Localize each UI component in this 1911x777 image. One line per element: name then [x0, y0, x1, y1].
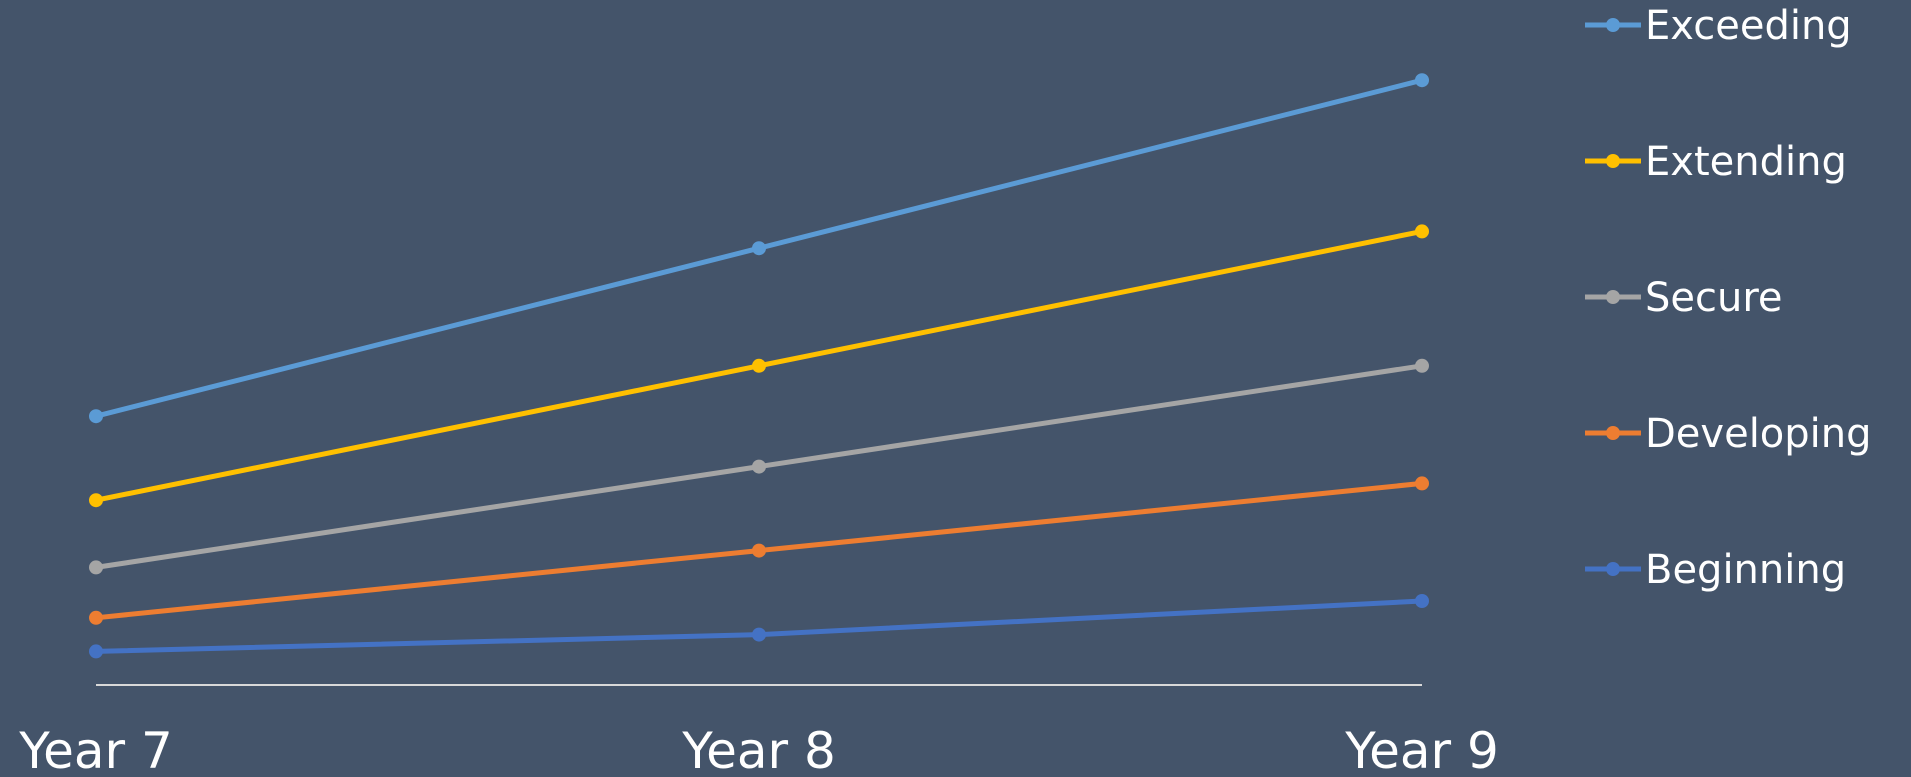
data-point-secure-2 — [1415, 358, 1429, 373]
data-point-extending-2 — [1415, 224, 1429, 239]
legend-label: Secure — [1645, 275, 1783, 321]
data-point-secure-0 — [89, 560, 103, 575]
legend-entry-exceeding: Exceeding — [1585, 3, 1852, 49]
data-point-secure-1 — [752, 459, 766, 474]
series-beginning — [89, 594, 1429, 659]
series-exceeding — [89, 73, 1429, 424]
legend-label: Beginning — [1645, 547, 1846, 593]
series-secure — [89, 358, 1429, 575]
x-tick-label: Year 8 — [681, 722, 836, 777]
legend-swatch-marker — [1606, 290, 1620, 304]
data-point-exceeding-1 — [752, 241, 766, 256]
legend-entry-secure: Secure — [1585, 275, 1783, 321]
legend-swatch-marker — [1606, 18, 1620, 32]
data-point-exceeding-2 — [1415, 73, 1429, 88]
legend-label: Exceeding — [1645, 3, 1852, 49]
legend: Exceeding Extending Secure Developing Beginn… — [1585, 3, 1872, 593]
series-extending — [89, 224, 1429, 508]
data-point-developing-2 — [1415, 476, 1429, 491]
data-point-extending-0 — [89, 493, 103, 508]
legend-swatch-marker — [1606, 562, 1620, 576]
legend-swatch-marker — [1606, 426, 1620, 440]
x-tick-label: Year 9 — [1344, 722, 1499, 777]
legend-entry-beginning: Beginning — [1585, 547, 1846, 593]
legend-swatch-marker — [1606, 154, 1620, 168]
series-layer — [89, 73, 1429, 659]
legend-entry-extending: Extending — [1585, 139, 1847, 185]
data-point-developing-0 — [89, 610, 103, 625]
data-point-developing-1 — [752, 543, 766, 558]
x-tick-labels: Year 7 Year 8 Year 9 — [18, 722, 1499, 777]
data-point-extending-1 — [752, 358, 766, 373]
data-point-beginning-2 — [1415, 594, 1429, 608]
data-point-exceeding-0 — [89, 409, 103, 424]
legend-label: Extending — [1645, 139, 1847, 185]
series-line-beginning — [93, 598, 1425, 654]
legend-label: Developing — [1645, 411, 1872, 457]
data-point-beginning-0 — [89, 644, 103, 659]
series-developing — [89, 476, 1429, 625]
data-point-beginning-1 — [752, 627, 766, 642]
legend-entry-developing: Developing — [1585, 411, 1872, 457]
x-tick-label: Year 7 — [18, 722, 173, 777]
